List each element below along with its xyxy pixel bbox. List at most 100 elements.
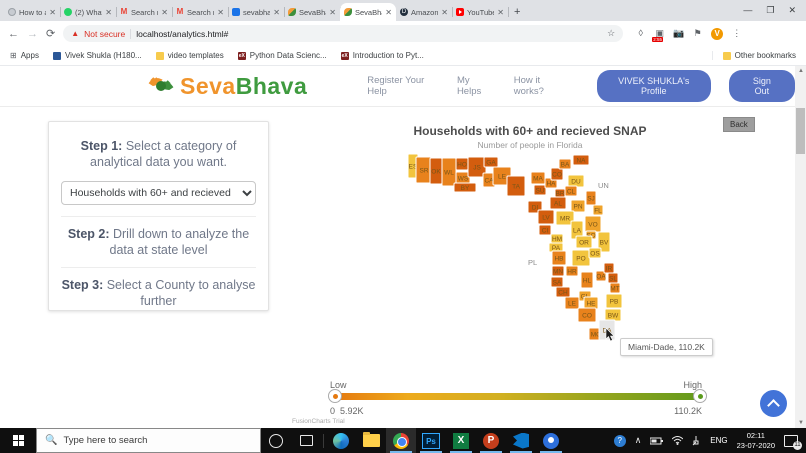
browser-tab[interactable]: How to a ✕	[4, 3, 61, 21]
scroll-down-icon[interactable]: ▼	[798, 420, 804, 426]
county-su[interactable]: SU	[533, 184, 547, 196]
help-tray-icon[interactable]: ?	[613, 434, 626, 447]
county-hb[interactable]: HB	[551, 250, 567, 266]
taskbar-powerpoint-icon[interactable]: P	[476, 428, 506, 453]
minimize-button[interactable]: —	[743, 5, 753, 15]
county-ga[interactable]: GA	[483, 156, 499, 168]
not-secure-label[interactable]: Not secure	[84, 28, 126, 39]
county-fl[interactable]: FL	[592, 204, 604, 216]
notification-center-icon[interactable]: 11	[784, 434, 802, 450]
county-ta[interactable]: TA	[506, 175, 526, 197]
county-bv[interactable]: BV	[597, 231, 611, 253]
county-wl[interactable]: WL	[441, 157, 457, 187]
county-ch[interactable]: CH	[555, 286, 571, 298]
nav-link[interactable]: My Helps	[456, 75, 482, 97]
wifi-icon[interactable]	[672, 436, 684, 445]
refresh-icon[interactable]: ⟳	[46, 28, 56, 40]
county-lv[interactable]: LV	[537, 209, 555, 225]
county-os[interactable]: OS	[588, 247, 602, 259]
county-na[interactable]: NA	[572, 154, 590, 166]
county-vo[interactable]: VO	[584, 215, 602, 233]
browser-tab[interactable]: YouTube ✕	[452, 3, 509, 21]
tab-close-icon[interactable]: ✕	[273, 7, 280, 17]
profile-avatar[interactable]: V	[711, 27, 724, 40]
other-bookmarks[interactable]: Other bookmarks	[711, 51, 796, 60]
tab-close-icon[interactable]: ✕	[105, 7, 112, 17]
county-mt[interactable]: MT	[609, 282, 621, 294]
new-tab-button[interactable]: +	[514, 6, 521, 18]
taskbar-clock[interactable]: 02:11 23-07-2020	[736, 430, 775, 450]
maximize-button[interactable]: ❐	[766, 5, 775, 15]
county-by[interactable]: BY	[453, 182, 477, 193]
taskbar-excel-icon[interactable]: X	[446, 428, 476, 453]
county-pn[interactable]: PN	[570, 199, 586, 213]
county-le[interactable]: LE	[564, 296, 580, 310]
county-oa[interactable]: OA	[595, 270, 607, 282]
tab-close-icon[interactable]: ✕	[329, 7, 336, 17]
battery-icon[interactable]	[650, 437, 664, 445]
county-bw[interactable]: BW	[604, 308, 622, 322]
scroll-to-top-button[interactable]	[760, 390, 787, 417]
county-mn[interactable]: MN	[551, 265, 565, 277]
taskbar-edge-icon[interactable]	[326, 428, 356, 453]
taskbar-taskview-icon[interactable]	[291, 428, 321, 453]
extensions-pin-icon[interactable]: ⚑	[693, 28, 702, 38]
taskbar-vscode-icon[interactable]	[506, 428, 536, 453]
browser-tab[interactable]: D Amazon ✕	[396, 3, 453, 21]
language-indicator[interactable]: ENG	[710, 436, 728, 445]
florida-map[interactable]: ES SR OK WL HO WS BY JS CA GA LE TA MA SU HA CO BA NA DU CL…	[405, 150, 635, 355]
taskbar-cortana-icon[interactable]	[261, 428, 291, 453]
tab-close-icon[interactable]: ✕	[217, 7, 224, 17]
back-button[interactable]: Back	[723, 117, 755, 132]
forward-icon[interactable]: →	[27, 27, 38, 40]
scroll-up-icon[interactable]: ▲	[798, 68, 804, 74]
county-pb[interactable]: PB	[605, 293, 623, 309]
county-he[interactable]: HE	[583, 296, 599, 310]
county-co[interactable]: CO	[577, 307, 597, 323]
back-icon[interactable]: ←	[8, 27, 19, 40]
camera-extension-icon[interactable]: 📷	[673, 28, 685, 38]
browser-tab[interactable]: sevabhav✕	[228, 3, 285, 21]
tab-close-icon[interactable]: ✕	[385, 7, 392, 17]
scrollbar-thumb[interactable]	[796, 108, 805, 154]
sevabhava-logo[interactable]: SevaBhava	[148, 73, 307, 100]
tab-close-icon[interactable]: ✕	[49, 7, 56, 17]
county-cl[interactable]: CL	[564, 185, 578, 197]
browser-tab[interactable]: (2) What ✕	[60, 3, 117, 21]
county-co[interactable]: CO	[550, 167, 564, 181]
county-ho[interactable]: HO	[455, 157, 469, 171]
tab-close-icon[interactable]: ✕	[161, 7, 168, 17]
shield-extension-icon[interactable]: ◊	[638, 28, 643, 38]
bookmark-item[interactable]: video templates	[155, 51, 224, 60]
legend-max-handle[interactable]	[693, 389, 707, 403]
county-ma[interactable]: MA	[530, 171, 546, 185]
sign-out-button[interactable]: Sign Out	[728, 70, 795, 102]
taskbar-explorer-icon[interactable]	[356, 428, 386, 453]
bookmark-star-icon[interactable]: ☆	[607, 28, 616, 38]
screen-recorder-icon[interactable]: ▣ 2:55	[652, 28, 664, 42]
taskbar-chrome-icon[interactable]	[386, 428, 416, 453]
nav-link[interactable]: How it works?	[513, 75, 544, 97]
browser-tab[interactable]: SevaBha✕	[284, 3, 341, 21]
category-select[interactable]: Households with 60+ and recieved	[61, 180, 256, 205]
nav-link[interactable]: Register Your Help	[367, 75, 425, 97]
taskbar-search-input[interactable]: 🔍 Type here to search	[36, 428, 261, 453]
county-hm[interactable]: HM	[550, 233, 564, 244]
county-du[interactable]: DU	[567, 174, 585, 188]
bookmark-item[interactable]: Vivek Shukla (H180...	[52, 51, 142, 60]
county-po[interactable]: PO	[571, 249, 591, 267]
profile-button[interactable]: VIVEK SHUKLA's Profile	[596, 70, 711, 102]
tab-close-icon[interactable]: ✕	[497, 7, 504, 17]
county-sl[interactable]: SL	[607, 272, 619, 284]
county-mr[interactable]: MR	[555, 210, 575, 226]
county-sa[interactable]: SA	[550, 276, 564, 288]
audio-jack-icon[interactable]	[692, 435, 701, 446]
county-sj[interactable]: SJ	[585, 190, 597, 206]
start-button[interactable]	[0, 428, 36, 453]
bookmark-item[interactable]: eX Python Data Scienc...	[237, 51, 327, 60]
county-hr[interactable]: HR	[565, 265, 579, 277]
url-omnibox[interactable]: ▲ Not secure localhost/analytics.html# ☆	[63, 25, 624, 42]
county-ci[interactable]: CI	[538, 224, 552, 236]
tab-close-icon[interactable]: ✕	[441, 7, 448, 17]
